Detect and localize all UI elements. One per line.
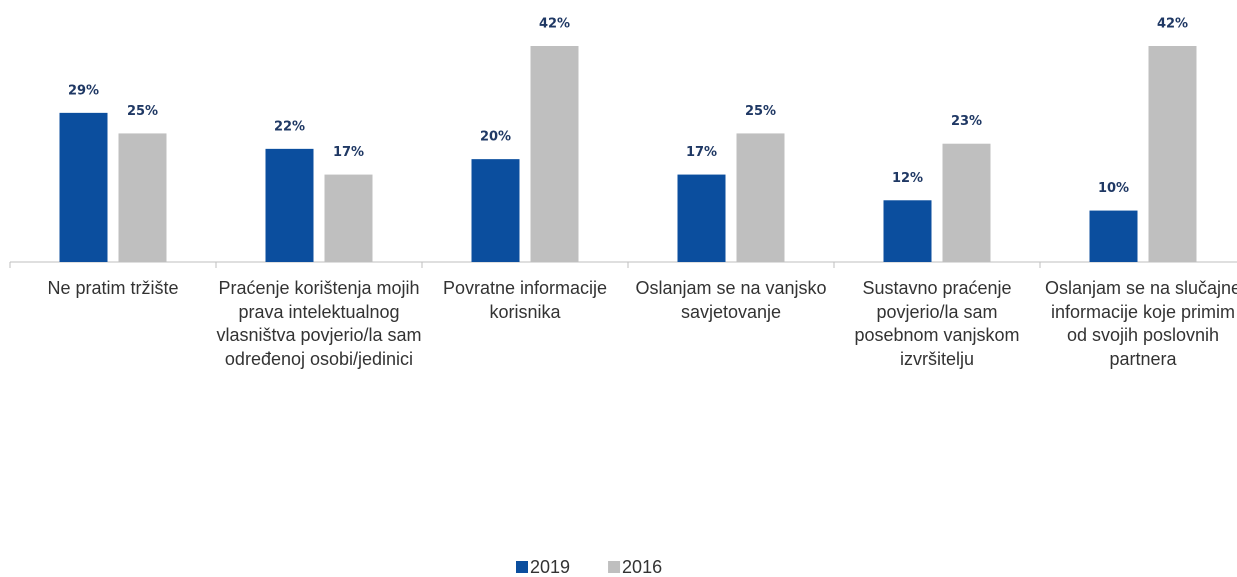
value-label: 42% (1157, 17, 1188, 32)
x-tick-label: Oslanjam se na slučajne informacije koje… (1044, 278, 1237, 369)
value-label: 25% (127, 104, 158, 119)
value-label: 23% (951, 114, 982, 129)
x-tick-label: Oslanjam se na vanjsko savjetovanje (635, 278, 827, 322)
bar (118, 133, 167, 262)
legend-label: 2016 (622, 557, 662, 577)
bar (471, 159, 520, 262)
value-label: 20% (480, 130, 511, 145)
value-label: 42% (539, 17, 570, 32)
legend-swatch (516, 561, 528, 573)
x-tick-label: Ne pratim tržište (47, 278, 179, 298)
bar (883, 200, 932, 262)
legend-swatch (608, 561, 621, 573)
bar (530, 46, 579, 262)
bar (324, 174, 373, 262)
bar (1148, 46, 1197, 262)
value-label: 22% (274, 119, 305, 134)
legend-label: 2019 (530, 557, 570, 577)
bar (1089, 210, 1138, 262)
value-label: 17% (333, 145, 364, 160)
bar (677, 174, 726, 262)
x-tick-label: Praćenje korištenja mojih prava intelekt… (216, 278, 422, 369)
x-tick-label: Sustavno praćenje povjerio/la sam posebn… (854, 278, 1020, 369)
bar (736, 133, 785, 262)
x-tick-label: Povratne informacije korisnika (442, 278, 608, 322)
value-label: 12% (892, 171, 923, 186)
bar (265, 148, 314, 262)
value-label: 25% (745, 104, 776, 119)
bar (942, 143, 991, 262)
value-label: 10% (1098, 181, 1129, 196)
value-label: 29% (68, 83, 99, 98)
value-label: 17% (686, 145, 717, 160)
bar (59, 112, 108, 262)
